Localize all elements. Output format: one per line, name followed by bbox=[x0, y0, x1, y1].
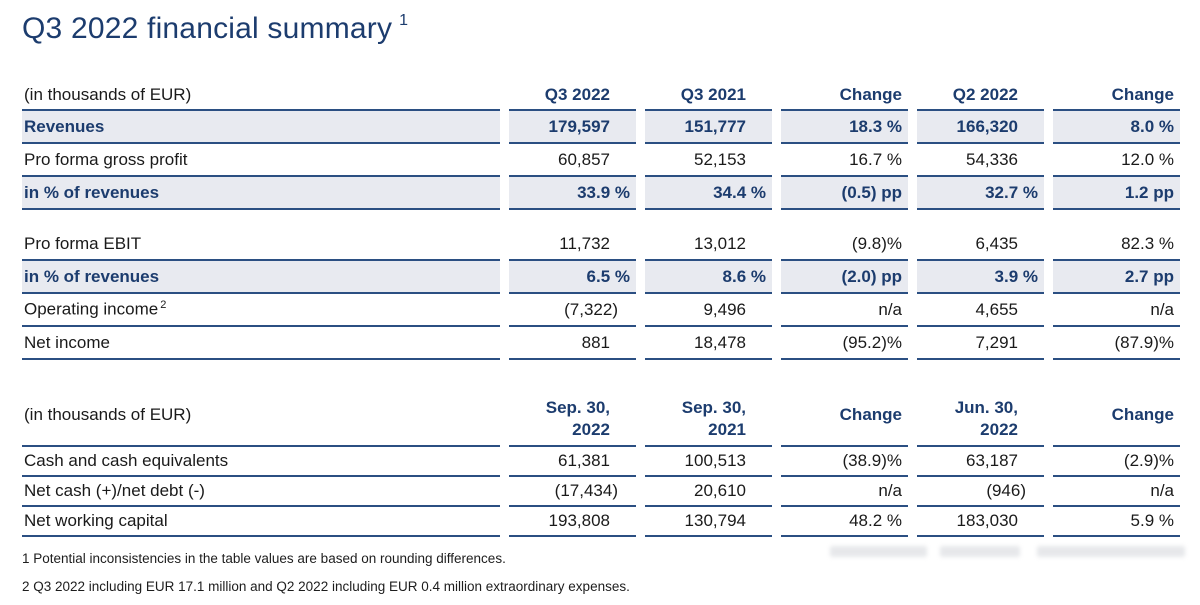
column-header-sep-30-2022: Sep. 30, 2022 bbox=[509, 394, 636, 447]
cell-value: n/a bbox=[1053, 477, 1180, 507]
cell-value: (946) bbox=[917, 477, 1044, 507]
cell-value: 4,655 bbox=[917, 294, 1044, 327]
cell-value: 179,597 bbox=[509, 111, 636, 144]
quarterly-results-table: (in thousands of EUR) Q3 2022 Q3 2021 Ch… bbox=[13, 81, 1189, 360]
unit-label: (in thousands of EUR) bbox=[22, 81, 500, 111]
cell-value: 61,381 bbox=[509, 447, 636, 477]
column-header-sep-30-2021: Sep. 30, 2021 bbox=[645, 394, 772, 447]
cell-value: (0.5) pp bbox=[781, 177, 908, 210]
row-label: Operating income 2 bbox=[22, 294, 500, 327]
column-header-q3-2021: Q3 2021 bbox=[645, 81, 772, 111]
faded-ghost-text-artifact bbox=[830, 546, 1190, 558]
table-row-net-income: Net income 881 18,478 (95.2)% 7,291 (87.… bbox=[22, 327, 1180, 360]
cell-value: 8.6 % bbox=[645, 261, 772, 294]
cell-value: 48.2 % bbox=[781, 507, 908, 537]
column-header-q2-2022: Q2 2022 bbox=[917, 81, 1044, 111]
cell-value: 18.3 % bbox=[781, 111, 908, 144]
table-row-ebit-margin: in % of revenues 6.5 % 8.6 % (2.0) pp 3.… bbox=[22, 261, 1180, 294]
cell-value: 2.7 pp bbox=[1053, 261, 1180, 294]
row-label: Cash and cash equivalents bbox=[22, 447, 500, 477]
cell-value: 6,435 bbox=[917, 228, 1044, 261]
cell-value: 3.9 % bbox=[917, 261, 1044, 294]
cell-value: (38.9)% bbox=[781, 447, 908, 477]
cell-value: 7,291 bbox=[917, 327, 1044, 360]
cell-value: 8.0 % bbox=[1053, 111, 1180, 144]
table-row-ebit: Pro forma EBIT 11,732 13,012 (9.8)% 6,43… bbox=[22, 228, 1180, 261]
column-header-change-yoy: Change bbox=[781, 81, 908, 111]
cell-value: (7,322) bbox=[509, 294, 636, 327]
cell-value: (87.9)% bbox=[1053, 327, 1180, 360]
cell-value: 16.7 % bbox=[781, 144, 908, 177]
table-row-net-cash-debt: Net cash (+)/net debt (-) (17,434) 20,61… bbox=[22, 477, 1180, 507]
cell-value: 82.3 % bbox=[1053, 228, 1180, 261]
column-header-q3-2022: Q3 2022 bbox=[509, 81, 636, 111]
cell-value: 12.0 % bbox=[1053, 144, 1180, 177]
page-title: Q3 2022 financial summary 1 bbox=[0, 0, 1200, 46]
row-label: Pro forma gross profit bbox=[22, 144, 500, 177]
footnote-2: 2 Q3 2022 including EUR 17.1 million and… bbox=[22, 579, 630, 594]
cash-position-table: (in thousands of EUR) Sep. 30, 2022 Sep. … bbox=[13, 394, 1189, 537]
cell-value: 11,732 bbox=[509, 228, 636, 261]
cell-value: 183,030 bbox=[917, 507, 1044, 537]
column-header-change-qoq: Change bbox=[1053, 394, 1180, 447]
cell-value: (2.0) pp bbox=[781, 261, 908, 294]
page-title-text: Q3 2022 financial summary bbox=[22, 12, 393, 45]
cell-value: 151,777 bbox=[645, 111, 772, 144]
footnotes: 1 Potential inconsistencies in the table… bbox=[22, 551, 1200, 594]
cell-value: 9,496 bbox=[645, 294, 772, 327]
unit-label: (in thousands of EUR) bbox=[22, 394, 500, 447]
cell-value: 100,513 bbox=[645, 447, 772, 477]
row-label: Pro forma EBIT bbox=[22, 228, 500, 261]
row-label: Revenues bbox=[22, 111, 500, 144]
spacer-row bbox=[22, 210, 1180, 228]
cell-value: 6.5 % bbox=[509, 261, 636, 294]
cell-value: 13,012 bbox=[645, 228, 772, 261]
table-row-cash-equivalents: Cash and cash equivalents 61,381 100,513… bbox=[22, 447, 1180, 477]
row-label: in % of revenues bbox=[22, 177, 500, 210]
cell-value: (9.8)% bbox=[781, 228, 908, 261]
cell-value: 34.4 % bbox=[645, 177, 772, 210]
column-header-jun-30-2022: Jun. 30, 2022 bbox=[917, 394, 1044, 447]
table-row-operating-income: Operating income 2 (7,322) 9,496 n/a 4,65… bbox=[22, 294, 1180, 327]
table-row-gross-profit: Pro forma gross profit 60,857 52,153 16.… bbox=[22, 144, 1180, 177]
cell-value: n/a bbox=[781, 477, 908, 507]
cell-value: n/a bbox=[1053, 294, 1180, 327]
footnote-1: 1 Potential inconsistencies in the table… bbox=[22, 551, 506, 566]
cell-value: 193,808 bbox=[509, 507, 636, 537]
row-label: Net working capital bbox=[22, 507, 500, 537]
cell-value: 52,153 bbox=[645, 144, 772, 177]
column-header-change-yoy: Change bbox=[781, 394, 908, 447]
column-header-change-qoq: Change bbox=[1053, 81, 1180, 111]
cell-value: 881 bbox=[509, 327, 636, 360]
cell-value: (95.2)% bbox=[781, 327, 908, 360]
cell-value: 63,187 bbox=[917, 447, 1044, 477]
cell-value: 32.7 % bbox=[917, 177, 1044, 210]
cell-value: 130,794 bbox=[645, 507, 772, 537]
cell-value: 60,857 bbox=[509, 144, 636, 177]
table-header-row: (in thousands of EUR) Q3 2022 Q3 2021 Ch… bbox=[22, 81, 1180, 111]
cell-value: 166,320 bbox=[917, 111, 1044, 144]
table-row-net-working-capital: Net working capital 193,808 130,794 48.2… bbox=[22, 507, 1180, 537]
row-label: in % of revenues bbox=[22, 261, 500, 294]
cell-value: 54,336 bbox=[917, 144, 1044, 177]
table-row-gross-margin: in % of revenues 33.9 % 34.4 % (0.5) pp … bbox=[22, 177, 1180, 210]
table-row-revenues: Revenues 179,597 151,777 18.3 % 166,320 … bbox=[22, 111, 1180, 144]
row-label: Net income bbox=[22, 327, 500, 360]
page-title-footnote-marker: 1 bbox=[399, 12, 409, 29]
cell-value: 1.2 pp bbox=[1053, 177, 1180, 210]
cell-value: 18,478 bbox=[645, 327, 772, 360]
cell-value: 33.9 % bbox=[509, 177, 636, 210]
row-label: Net cash (+)/net debt (-) bbox=[22, 477, 500, 507]
cell-value: (17,434) bbox=[509, 477, 636, 507]
row-label-text: Operating income bbox=[24, 299, 159, 319]
cell-value: n/a bbox=[781, 294, 908, 327]
footnote-marker: 2 bbox=[160, 299, 167, 312]
cell-value: (2.9)% bbox=[1053, 447, 1180, 477]
table-header-row: (in thousands of EUR) Sep. 30, 2022 Sep. … bbox=[22, 394, 1180, 447]
cell-value: 20,610 bbox=[645, 477, 772, 507]
cell-value: 5.9 % bbox=[1053, 507, 1180, 537]
